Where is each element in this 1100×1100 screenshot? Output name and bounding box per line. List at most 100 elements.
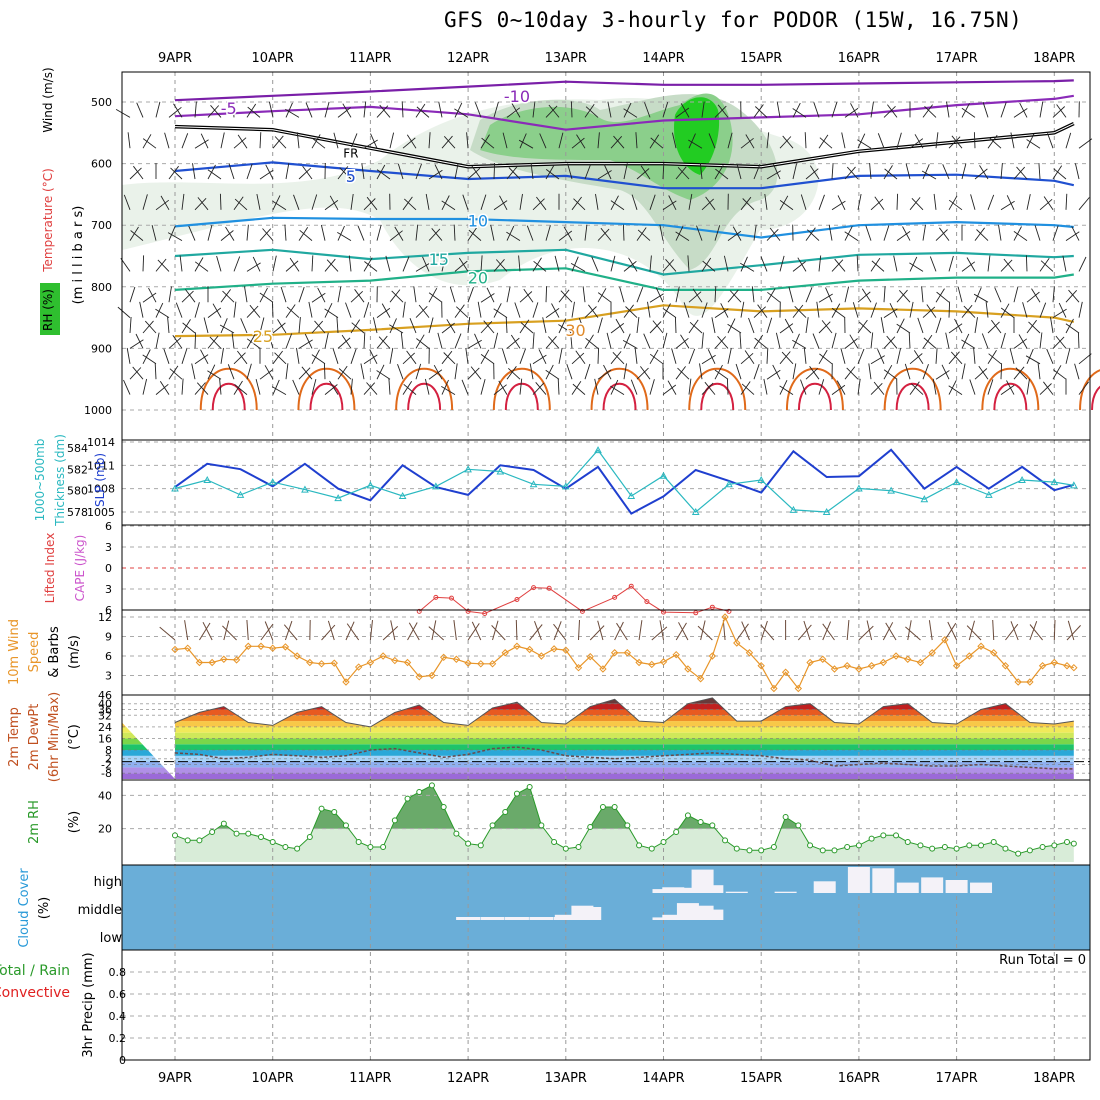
wind-barb xyxy=(922,224,926,241)
rh-point xyxy=(819,847,826,854)
wind-barb xyxy=(129,367,142,380)
wind-barb xyxy=(207,364,216,380)
wind-barb xyxy=(597,170,612,180)
wind-speed-point xyxy=(428,671,436,680)
wind-barb xyxy=(366,196,378,211)
wind-barb xyxy=(167,232,183,241)
wind-barb xyxy=(727,318,736,334)
wind-barb xyxy=(151,224,157,241)
wind-barb xyxy=(1052,106,1066,118)
wind-barb xyxy=(115,109,131,118)
wind-barb xyxy=(1065,323,1080,334)
wind-barb xyxy=(649,321,662,334)
wind-barb xyxy=(1043,196,1054,211)
rh-point xyxy=(844,844,851,850)
wind-barb xyxy=(643,333,651,349)
rh-point xyxy=(660,839,667,845)
wind-barb xyxy=(584,104,595,118)
wind-barb xyxy=(117,306,131,318)
wind-barb xyxy=(142,349,151,365)
wind-barb xyxy=(803,347,807,364)
wind-barb xyxy=(259,317,265,334)
wind-barb xyxy=(422,256,430,272)
wind-barb xyxy=(688,348,696,364)
wind-barb xyxy=(244,286,248,303)
wind-barb xyxy=(714,225,721,241)
wind-barb xyxy=(506,286,511,303)
wind-barb xyxy=(506,231,521,241)
wind-speed-point xyxy=(977,642,985,650)
wind-barb xyxy=(610,135,623,149)
wind-barb xyxy=(597,317,603,334)
date-label-bottom: 15APR xyxy=(740,1071,782,1086)
wind-speed-point xyxy=(342,678,350,686)
wind-barb xyxy=(982,102,989,118)
wind-barb xyxy=(616,622,628,641)
wind-barb xyxy=(623,363,627,380)
wind-barb xyxy=(246,305,259,318)
wind-barb xyxy=(490,224,495,241)
wind-barb xyxy=(1013,166,1026,180)
thickness-point xyxy=(529,480,538,488)
wind-barb xyxy=(831,162,834,180)
wind-barb xyxy=(849,334,859,349)
wind-barb xyxy=(207,370,222,380)
wind-speed-point xyxy=(941,636,949,644)
wind-barb xyxy=(160,195,170,211)
wind-barb xyxy=(570,332,573,349)
wind-barb xyxy=(480,320,493,334)
wind-barb xyxy=(324,384,338,395)
cloud-bar-high xyxy=(847,867,870,893)
wind-barb xyxy=(675,622,687,641)
rh-tick-label: 40 xyxy=(98,789,112,802)
fill-layer xyxy=(40,72,1090,950)
wind-barb xyxy=(1006,380,1015,395)
wind-barb xyxy=(188,225,196,241)
wind-barb xyxy=(360,363,365,380)
wind-barb xyxy=(745,134,755,149)
wind-speed-point xyxy=(806,658,814,667)
wind-barb xyxy=(821,320,833,334)
wind-barb xyxy=(649,293,664,303)
wind-barb xyxy=(831,307,846,318)
wind-barb xyxy=(857,291,871,303)
wind-barb xyxy=(970,194,976,210)
wind-barb xyxy=(994,287,1002,303)
thickness-point xyxy=(1069,481,1078,489)
wind-barb xyxy=(311,194,318,210)
wind-barb xyxy=(585,337,599,349)
date-label-bottom: 10APR xyxy=(252,1071,294,1086)
wind-barb xyxy=(518,255,521,272)
wind-barb xyxy=(935,229,948,241)
wind-barb xyxy=(921,170,937,180)
wind-barb xyxy=(662,101,669,118)
wind-speed-point xyxy=(733,639,741,647)
wind-speed-point xyxy=(648,660,656,669)
wind-barb xyxy=(571,256,579,272)
wind-barb xyxy=(285,108,300,118)
wind-barb xyxy=(1016,166,1028,180)
wind-barb xyxy=(1029,624,1043,641)
wind-barb xyxy=(129,286,136,303)
wind-speed-line xyxy=(174,615,1074,690)
wind-barb xyxy=(327,620,335,641)
slp-tick-label: 1014 xyxy=(87,436,115,449)
wind-barb xyxy=(548,104,560,118)
wind-barb xyxy=(357,225,365,241)
wind-barb xyxy=(870,101,874,118)
wind-barb xyxy=(1009,348,1015,364)
wind-barb xyxy=(987,134,998,149)
wind-barb xyxy=(929,256,937,272)
wind-barb xyxy=(181,193,185,210)
wind-barb xyxy=(167,317,170,334)
wind-barb xyxy=(948,351,960,365)
wind-barb xyxy=(461,379,469,395)
wind-barb xyxy=(610,385,625,395)
wind-barb xyxy=(764,193,768,210)
wind-barb xyxy=(471,621,482,641)
wind-barb xyxy=(1077,332,1080,349)
wind-barb xyxy=(142,320,154,334)
wind-barb xyxy=(735,363,742,380)
wind-barb xyxy=(804,132,807,149)
wind-barb xyxy=(538,349,547,364)
